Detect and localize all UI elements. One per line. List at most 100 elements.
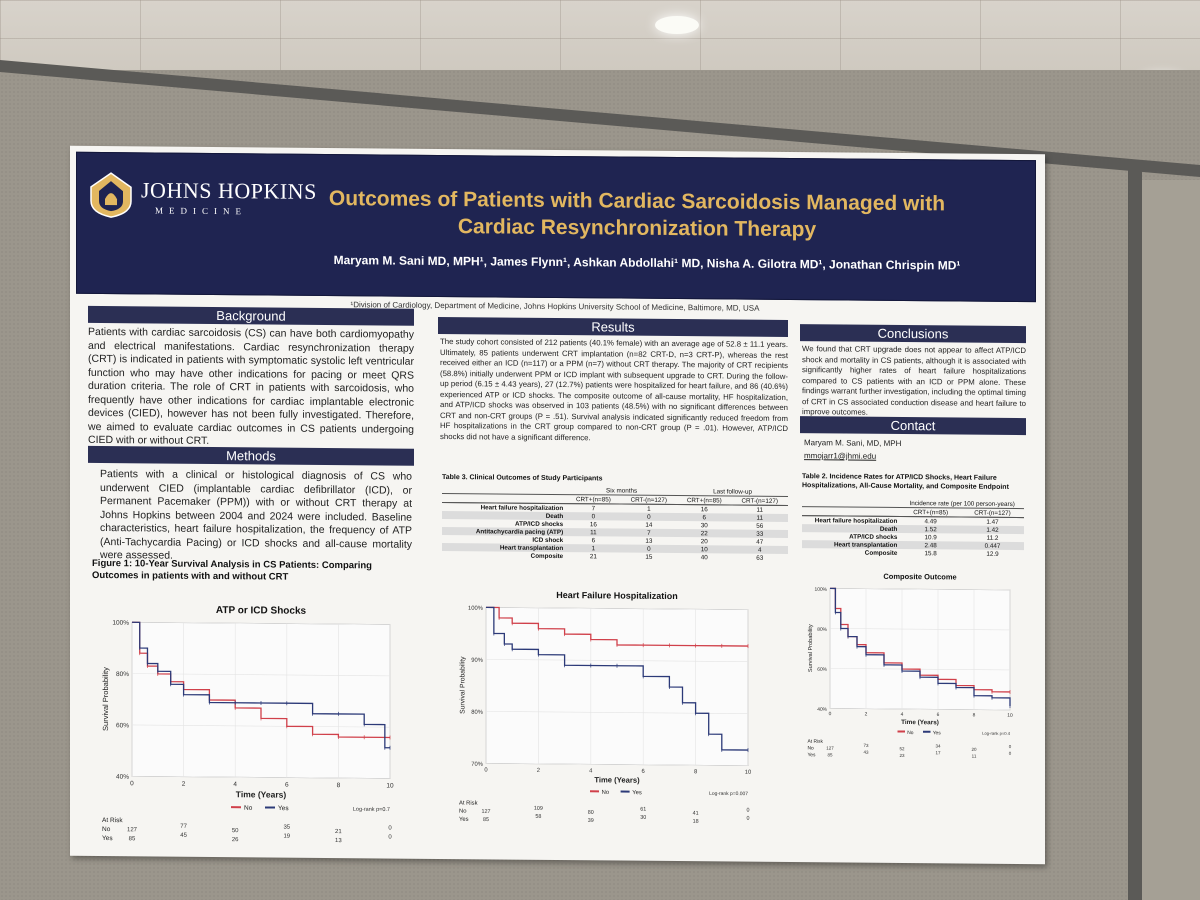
- y-axis-label: Survival Probability: [101, 667, 110, 731]
- at-risk-count: 73: [863, 743, 869, 748]
- table3-cell: 21: [589, 552, 597, 560]
- legend-label: No: [907, 730, 914, 736]
- table3-col-header: CRT-(n=127): [620, 495, 678, 505]
- chart-title: Composite Outcome: [883, 572, 956, 582]
- plot-area: [829, 588, 1011, 711]
- y-axis-label: Survival Probability: [808, 624, 814, 672]
- plot-area: [485, 607, 749, 766]
- at-risk-count: 0: [1009, 744, 1012, 749]
- at-risk-count: 13: [335, 838, 342, 844]
- gridline: [486, 659, 748, 662]
- contact-email[interactable]: mmojarr1@jhmi.edu: [804, 451, 877, 461]
- x-tick-label: 10: [745, 770, 752, 776]
- at-risk-count: 0: [747, 816, 750, 822]
- results-text: The study cohort consisted of 212 patien…: [440, 336, 788, 442]
- survival-curve-no: [486, 606, 748, 647]
- table2-cell: 15.8: [924, 549, 937, 557]
- y-tick-label: 40%: [817, 707, 827, 713]
- log-rank-pvalue: Log-rank p=0.7: [353, 807, 390, 813]
- contact-heading: Contact: [800, 416, 1026, 436]
- legend-label: No: [602, 790, 609, 796]
- x-tick-label: 10: [1007, 713, 1013, 719]
- at-risk-count: 35: [283, 825, 290, 831]
- hf-hospitalization-survival-chart: Heart Failure Hospitalization 70% 80% 90% 10…: [459, 590, 752, 825]
- at-risk-count: 43: [863, 750, 869, 755]
- table2-cell: 12.9: [986, 550, 999, 558]
- poster: JOHNS HOPKINS MEDICINE Outcomes of Patie…: [70, 145, 1045, 865]
- table2-row-label: Heart failure hospitalization: [814, 516, 898, 525]
- background-heading: Background: [88, 305, 414, 326]
- at-risk-count: 21: [335, 829, 342, 835]
- logo-name: JOHNS HOPKINS: [141, 177, 317, 204]
- x-tick-label: 8: [694, 769, 697, 775]
- at-risk-count: 41: [693, 811, 699, 817]
- x-tick-label: 2: [537, 768, 540, 774]
- at-risk-count: 39: [588, 818, 594, 824]
- at-risk-count: 0: [388, 826, 392, 832]
- gridline: [830, 588, 1010, 591]
- at-risk-count: 77: [180, 824, 187, 830]
- y-tick-label: 60%: [817, 667, 827, 673]
- x-tick-label: 0: [829, 711, 832, 717]
- board-frame-post: [1128, 160, 1142, 900]
- table3-row-label: Composite: [530, 552, 564, 560]
- methods-text: Patients with a clinical or histological…: [100, 468, 412, 562]
- legend-label: No: [244, 805, 253, 812]
- x-tick-label: 4: [901, 712, 904, 718]
- y-tick-label: 100%: [468, 606, 483, 612]
- table3-row: Composite 21 15 40 63: [442, 551, 788, 562]
- at-risk-count: 127: [127, 827, 138, 833]
- x-tick-label: 6: [285, 782, 289, 789]
- table3-cell: 40: [700, 553, 708, 561]
- at-risk-count: 26: [232, 837, 239, 843]
- table3-col-header: CRT-(n=127): [731, 496, 788, 506]
- at-risk-group-label: No: [102, 826, 111, 833]
- plot-area: [131, 621, 391, 779]
- at-risk-count: 52: [899, 746, 905, 751]
- at-risk-count: 127: [826, 746, 834, 751]
- x-tick-label: 0: [130, 780, 134, 787]
- table3-col-header: CRT+(n=85): [566, 494, 621, 505]
- poster-title: Outcomes of Patients with Cardiac Sarcoi…: [328, 187, 946, 242]
- at-risk-count: 45: [180, 833, 187, 839]
- results-heading: Results: [438, 316, 788, 338]
- at-risk-count: 80: [588, 810, 594, 816]
- gridline: [486, 607, 748, 610]
- atp-icd-survival-chart: ATP or ICD Shocks 40% 60% 80% 100% 0 2 4 6 8 10 Tim…: [101, 605, 394, 844]
- at-risk-count: 30: [640, 815, 646, 821]
- at-risk-count: 61: [640, 807, 646, 813]
- at-risk-count: 0: [1009, 751, 1012, 756]
- log-rank-pvalue: Log-rank p=0.4: [982, 731, 1010, 736]
- at-risk-count: 19: [283, 834, 290, 840]
- table3-cell: 15: [645, 553, 653, 561]
- x-tick-label: 4: [589, 768, 593, 774]
- at-risk-count: 85: [129, 836, 136, 842]
- gridline: [132, 673, 390, 677]
- methods-heading: Methods: [88, 445, 414, 466]
- y-tick-label: 100%: [112, 620, 129, 627]
- at-risk-count: 0: [747, 808, 750, 814]
- x-tick-label: 0: [484, 767, 488, 773]
- x-tick-label: 10: [386, 783, 394, 790]
- logo-sub: MEDICINE: [155, 205, 247, 217]
- conclusions-text: We found that CRT upgrade does not appea…: [802, 344, 1026, 417]
- gridline: [830, 708, 1010, 711]
- gridline: [132, 775, 390, 779]
- conclusions-heading: Conclusions: [800, 324, 1026, 344]
- x-tick-label: 2: [865, 711, 868, 717]
- at-risk-count: 34: [935, 744, 941, 749]
- table3-caption: Table 3. Clinical Outcomes of Study Part…: [442, 473, 603, 483]
- x-tick-label: 6: [937, 712, 940, 718]
- x-tick-label: 4: [233, 781, 237, 788]
- y-tick-label: 60%: [116, 722, 129, 729]
- chart-title: Heart Failure Hospitalization: [556, 590, 678, 601]
- x-axis-label: Time (Years): [594, 775, 640, 784]
- x-tick-label: 2: [182, 781, 186, 788]
- at-risk-count: 0: [388, 835, 392, 841]
- table2-row: Composite 15.8 12.9: [802, 548, 1024, 558]
- at-risk-group-label: Yes: [102, 835, 113, 842]
- at-risk-label: At Risk: [102, 817, 123, 824]
- table3: Six months Last follow-up CRT+(n=85) CRT…: [442, 484, 788, 562]
- survival-curve-yes: [486, 606, 748, 751]
- survival-curve-yes: [132, 621, 390, 749]
